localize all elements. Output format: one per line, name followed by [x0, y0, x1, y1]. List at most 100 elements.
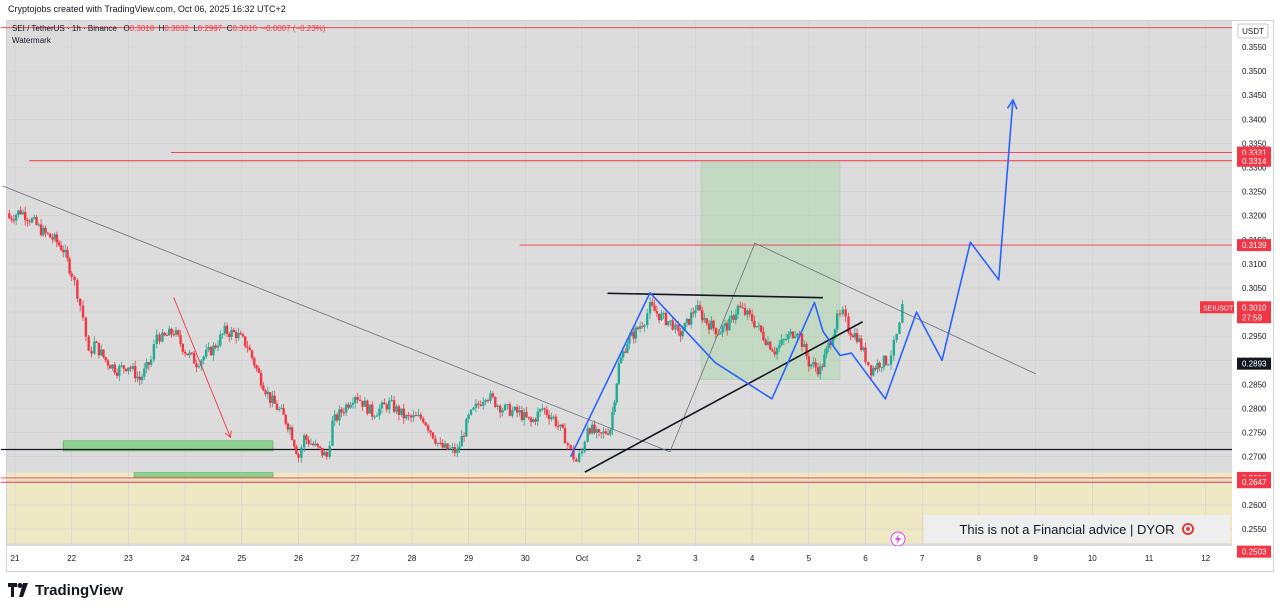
y-tick-label: 0.3450: [1242, 91, 1267, 100]
candle-body: [207, 347, 210, 350]
candle-body: [212, 345, 215, 356]
tradingview-logo[interactable]: TradingView: [8, 580, 123, 600]
candle-body: [46, 232, 50, 234]
x-tick-label: 6: [863, 554, 868, 563]
price-label-box: [1237, 545, 1271, 558]
candle-body: [87, 336, 90, 351]
candle-body: [456, 448, 459, 453]
candle-body: [17, 210, 20, 215]
candle-body: [809, 364, 813, 367]
symbol-tag-box: [1200, 301, 1234, 314]
candle-body: [79, 298, 82, 306]
candle-body: [743, 308, 747, 315]
candle-body: [168, 328, 171, 336]
price-label-box: [1237, 154, 1271, 167]
candle-body: [831, 338, 835, 346]
candle-body: [876, 362, 879, 370]
candle-body: [626, 343, 629, 353]
candle-body: [624, 351, 627, 353]
candle-body: [395, 406, 398, 412]
watermark-label: Watermark: [12, 36, 51, 45]
candle-body: [714, 327, 718, 335]
candle-body: [104, 356, 107, 361]
candle-body: [818, 366, 822, 375]
candle-body: [84, 317, 88, 337]
candle-body: [333, 414, 336, 421]
candle-body: [250, 350, 254, 358]
candle-body: [400, 408, 403, 415]
candle-body: [874, 367, 877, 370]
candle-body: [225, 325, 229, 334]
candle-body: [481, 401, 485, 406]
candle-body: [621, 351, 625, 358]
candle-body: [506, 404, 509, 406]
candle-body: [901, 304, 904, 323]
candle-body: [388, 400, 391, 410]
candle-body: [677, 324, 680, 332]
candle-body: [741, 307, 744, 309]
candle-body: [174, 330, 178, 335]
header-caption: Cryptojobs created with TradingView.com,…: [8, 4, 286, 14]
close-label: C: [226, 24, 233, 33]
candle-body: [766, 341, 770, 345]
candle-body: [851, 335, 854, 338]
candle-body: [872, 367, 875, 376]
candle-body: [118, 366, 121, 376]
candle-body: [611, 411, 614, 430]
candle-body: [882, 355, 886, 368]
candle-body: [503, 404, 507, 411]
candle-body: [165, 335, 169, 337]
candle-body: [93, 341, 96, 354]
time-axis: [7, 546, 1232, 571]
candle-body: [728, 318, 731, 331]
candle-body: [780, 339, 783, 345]
candle-body: [602, 431, 605, 434]
candle-body: [331, 420, 334, 446]
change-value: −0.0007 (−0.23%): [261, 24, 326, 33]
candle-body: [477, 403, 480, 405]
candle-body: [655, 311, 659, 314]
candle-body: [867, 362, 870, 366]
candle-body: [878, 362, 881, 368]
y-tick-label: 0.3100: [1242, 260, 1267, 269]
candles-group: [8, 206, 904, 464]
candle-body: [814, 362, 817, 368]
candle-body: [158, 334, 161, 342]
candle-body: [683, 322, 686, 332]
candle-body: [479, 404, 482, 406]
current-price-box: [1237, 301, 1271, 324]
candle-body: [784, 338, 788, 340]
candle-body: [664, 312, 668, 325]
candle-body: [259, 372, 263, 386]
candle-body: [407, 415, 410, 417]
candle-body: [262, 385, 265, 391]
projection-arrowhead: [1006, 98, 1018, 110]
candle-body: [70, 273, 73, 277]
disclaimer-box: This is not a Financial advice | DYOR: [924, 515, 1230, 543]
x-tick-label: 9: [1033, 554, 1038, 563]
candle-body: [458, 446, 461, 449]
candle-body: [140, 376, 144, 381]
chart-frame: [6, 20, 1274, 572]
candle-body: [33, 217, 36, 219]
candle-body: [719, 332, 722, 335]
trend-line: [607, 292, 823, 299]
candle-body: [312, 443, 315, 446]
candle-body: [736, 305, 740, 315]
candle-body: [816, 367, 820, 375]
open-label: O: [123, 24, 130, 33]
x-tick-label: 22: [67, 554, 76, 563]
candle-body: [508, 404, 512, 416]
y-tick-label: 0.3250: [1242, 188, 1267, 197]
candle-body: [200, 360, 203, 367]
candle-body: [586, 428, 589, 442]
candle-body: [692, 312, 695, 314]
candle-body: [773, 351, 776, 355]
candle-body: [566, 443, 570, 446]
candle-body: [24, 212, 27, 221]
candle-body: [8, 213, 11, 219]
candle-body: [253, 357, 256, 366]
candle-body: [886, 364, 890, 366]
plot-area: [7, 21, 1232, 546]
